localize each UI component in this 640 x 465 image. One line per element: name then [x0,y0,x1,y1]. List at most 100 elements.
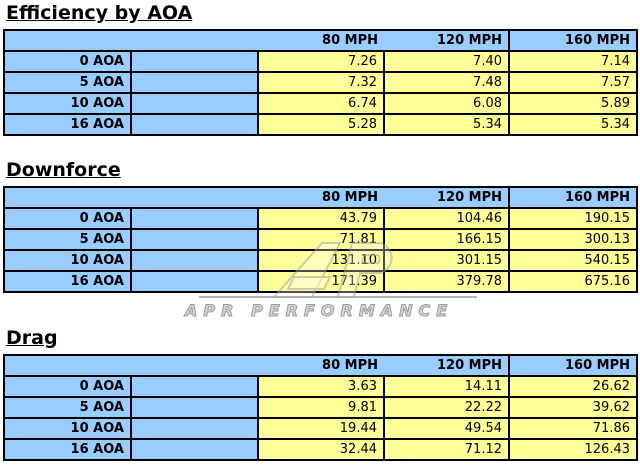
value-cell: 7.26 [257,50,385,73]
table-header-row: 80 MPH 120 MPH 160 MPH [3,186,638,209]
table-header-row: 80 MPH 120 MPH 160 MPH [3,29,638,52]
value-cell: 19.44 [257,417,385,440]
table-row: 0 AOA 3.63 14.11 26.62 [3,375,638,398]
value-cell: 675.16 [508,270,638,293]
blank-cell [130,270,259,293]
value-cell: 3.63 [257,375,385,398]
value-cell: 7.48 [383,71,510,94]
value-cell: 14.11 [383,375,510,398]
data-table: 80 MPH 120 MPH 160 MPH 0 AOA 3.63 14.11 26.… [3,354,638,461]
value-cell: 126.43 [508,438,638,461]
blank-cell [130,50,259,73]
value-cell: 5.34 [508,113,638,136]
row-label-cell: 5 AOA [3,71,132,94]
row-label-cell: 10 AOA [3,92,132,115]
header-spacer-cell [131,29,258,52]
value-cell: 171.39 [257,270,385,293]
row-label-cell: 0 AOA [3,375,132,398]
value-cell: 26.62 [508,375,638,398]
table-row: 16 AOA 5.28 5.34 5.34 [3,113,638,136]
row-label-cell: 16 AOA [3,113,132,136]
row-label-cell: 16 AOA [3,270,132,293]
value-cell: 166.15 [383,228,510,251]
blank-cell [130,71,259,94]
row-label-cell: 0 AOA [3,207,132,230]
row-label-cell: 5 AOA [3,228,132,251]
column-header-120mph: 120 MPH [384,29,509,52]
value-cell: 5.28 [257,113,385,136]
table-row: 16 AOA 171.39 379.78 675.16 [3,270,638,293]
row-label-cell: 5 AOA [3,396,132,419]
watermark-divider [199,296,477,298]
value-cell: 190.15 [508,207,638,230]
column-header-120mph: 120 MPH [384,186,509,209]
value-cell: 71.12 [383,438,510,461]
blank-cell [130,438,259,461]
blank-cell [130,207,259,230]
header-spacer-cell [3,354,131,377]
value-cell: 49.54 [383,417,510,440]
value-cell: 300.13 [508,228,638,251]
column-header-160mph: 160 MPH [508,186,638,209]
row-label-cell: 0 AOA [3,50,132,73]
data-table-section-3: Drag 80 MPH 120 MPH 160 MPH 0 AOA 3.63 14.… [3,327,638,461]
column-header-160mph: 160 MPH [508,354,638,377]
column-header-80mph: 80 MPH [258,29,384,52]
blank-cell [130,417,259,440]
value-cell: 7.32 [257,71,385,94]
column-header-120mph: 120 MPH [384,354,509,377]
column-header-80mph: 80 MPH [258,186,384,209]
value-cell: 6.08 [383,92,510,115]
value-cell: 540.15 [508,249,638,272]
watermark-text: APR PERFORMANCE [184,301,454,321]
value-cell: 9.81 [257,396,385,419]
header-spacer-cell [3,186,131,209]
value-cell: 131.10 [257,249,385,272]
blank-cell [130,375,259,398]
row-label-cell: 10 AOA [3,417,132,440]
value-cell: 7.57 [508,71,638,94]
value-cell: 22.22 [383,396,510,419]
table-title: Drag [6,327,58,349]
value-cell: 71.86 [508,417,638,440]
value-cell: 5.89 [508,92,638,115]
blank-cell [130,113,259,136]
value-cell: 43.79 [257,207,385,230]
column-header-80mph: 80 MPH [258,354,384,377]
header-spacer-cell [131,354,258,377]
value-cell: 32.44 [257,438,385,461]
blank-cell [130,228,259,251]
data-table: 80 MPH 120 MPH 160 MPH 0 AOA 43.79 104.46 1… [3,186,638,293]
value-cell: 6.74 [257,92,385,115]
table-row: 0 AOA 7.26 7.40 7.14 [3,50,638,73]
blank-cell [130,249,259,272]
table-row: 16 AOA 32.44 71.12 126.43 [3,438,638,461]
value-cell: 71.81 [257,228,385,251]
row-label-cell: 16 AOA [3,438,132,461]
value-cell: 379.78 [383,270,510,293]
blank-cell [130,396,259,419]
data-table-section-1: Efficiency by AOA 80 MPH 120 MPH 160 MPH… [3,2,638,136]
value-cell: 301.15 [383,249,510,272]
value-cell: 39.62 [508,396,638,419]
blank-cell [130,92,259,115]
table-title: Downforce [6,159,121,181]
table-row: 5 AOA 9.81 22.22 39.62 [3,396,638,419]
table-title: Efficiency by AOA [6,2,193,24]
value-cell: 7.40 [383,50,510,73]
table-row: 10 AOA 131.10 301.15 540.15 [3,249,638,272]
column-header-160mph: 160 MPH [508,29,638,52]
table-row: 5 AOA 71.81 166.15 300.13 [3,228,638,251]
table-header-row: 80 MPH 120 MPH 160 MPH [3,354,638,377]
value-cell: 104.46 [383,207,510,230]
header-spacer-cell [131,186,258,209]
data-table: 80 MPH 120 MPH 160 MPH 0 AOA 7.26 7.40 7.14… [3,29,638,136]
value-cell: 5.34 [383,113,510,136]
table-row: 0 AOA 43.79 104.46 190.15 [3,207,638,230]
table-row: 10 AOA 6.74 6.08 5.89 [3,92,638,115]
table-row: 5 AOA 7.32 7.48 7.57 [3,71,638,94]
row-label-cell: 10 AOA [3,249,132,272]
header-spacer-cell [3,29,131,52]
table-row: 10 AOA 19.44 49.54 71.86 [3,417,638,440]
value-cell: 7.14 [508,50,638,73]
